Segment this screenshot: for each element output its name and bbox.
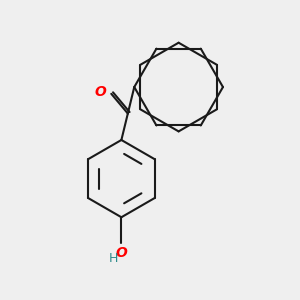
Text: O: O xyxy=(116,246,127,260)
Text: O: O xyxy=(94,85,106,99)
Text: H: H xyxy=(109,252,118,265)
